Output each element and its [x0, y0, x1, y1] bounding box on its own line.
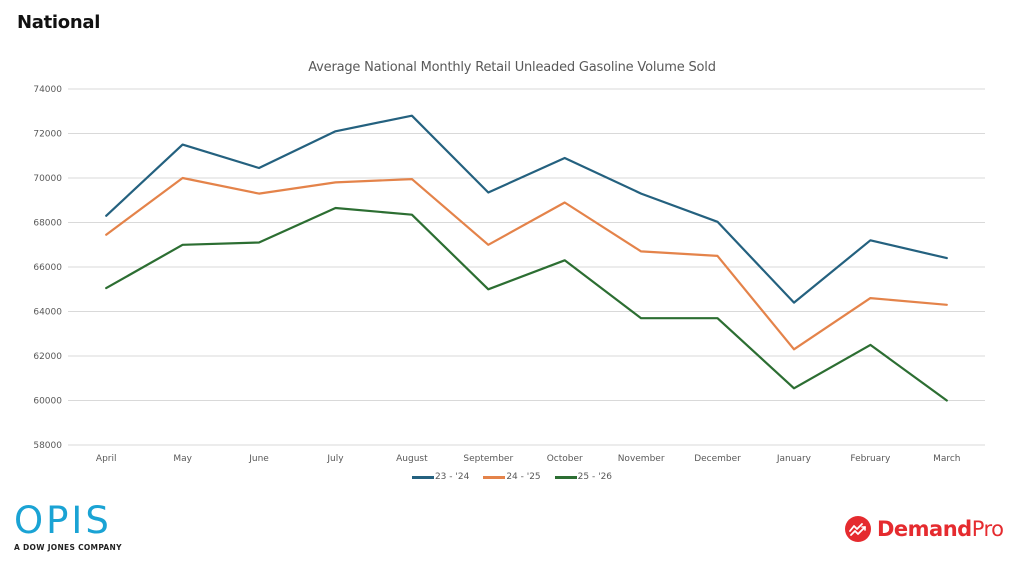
series-line-3: [105, 206, 948, 402]
x-tick-label: December: [694, 454, 741, 464]
demandpro-logo-light: Pro: [971, 517, 1004, 541]
gridlines: [68, 88, 985, 446]
opis-logo-tagline: A DOW JONES COMPANY: [14, 543, 122, 552]
legend-item: 24 - '25: [483, 472, 541, 482]
opis-logo-wordmark: OPIS: [14, 499, 112, 542]
y-tick-label: 70000: [33, 174, 62, 184]
demandpro-logo: DemandPro: [845, 516, 1004, 542]
y-axis-ticks: 58000 60000 62000 64000 66000 68000 70000 72000…: [33, 85, 62, 451]
page-title: National: [17, 12, 101, 33]
x-tick-label: June: [248, 454, 269, 464]
legend-item: 25 - '26: [554, 472, 613, 482]
legend-label: 23 - '24: [434, 472, 470, 482]
y-tick-label: 58000: [33, 441, 62, 451]
series-lines: [105, 114, 948, 402]
series-line-1: [105, 114, 948, 304]
chart-title: Average National Monthly Retail Unleaded…: [308, 60, 716, 75]
legend-swatch: [411, 475, 434, 479]
x-tick-label: November: [618, 454, 665, 464]
opis-logo: OPIS A DOW JONES COMPANY: [14, 499, 122, 553]
legend-item: 23 - '24: [411, 472, 470, 482]
y-tick-label: 72000: [33, 130, 62, 140]
y-tick-label: 66000: [33, 263, 62, 273]
series-line-2: [105, 176, 948, 351]
y-tick-label: 60000: [33, 397, 62, 407]
legend-label: 25 - '26: [577, 472, 613, 482]
x-axis-ticks: April May June July August September October No…: [96, 454, 961, 464]
x-tick-label: August: [396, 454, 428, 464]
y-tick-label: 62000: [33, 352, 62, 362]
x-tick-label: October: [547, 454, 583, 464]
legend: 23 - '24 24 - '25 25 - '26: [0, 472, 1024, 482]
legend-swatch: [483, 475, 506, 479]
x-tick-label: September: [463, 454, 513, 464]
y-tick-label: 64000: [33, 308, 62, 318]
legend-label: 24 - '25: [506, 472, 541, 482]
x-tick-label: April: [96, 454, 117, 464]
x-tick-label: January: [776, 454, 812, 464]
y-tick-label: 74000: [33, 85, 62, 95]
x-tick-label: May: [173, 454, 192, 464]
demandpro-logo-bold: Demand: [877, 517, 972, 541]
x-tick-label: July: [326, 454, 344, 464]
trend-chart-icon: [845, 516, 871, 542]
x-tick-label: February: [850, 454, 891, 464]
x-tick-label: March: [933, 454, 960, 464]
legend-swatch: [554, 475, 577, 479]
y-tick-label: 68000: [33, 219, 62, 229]
